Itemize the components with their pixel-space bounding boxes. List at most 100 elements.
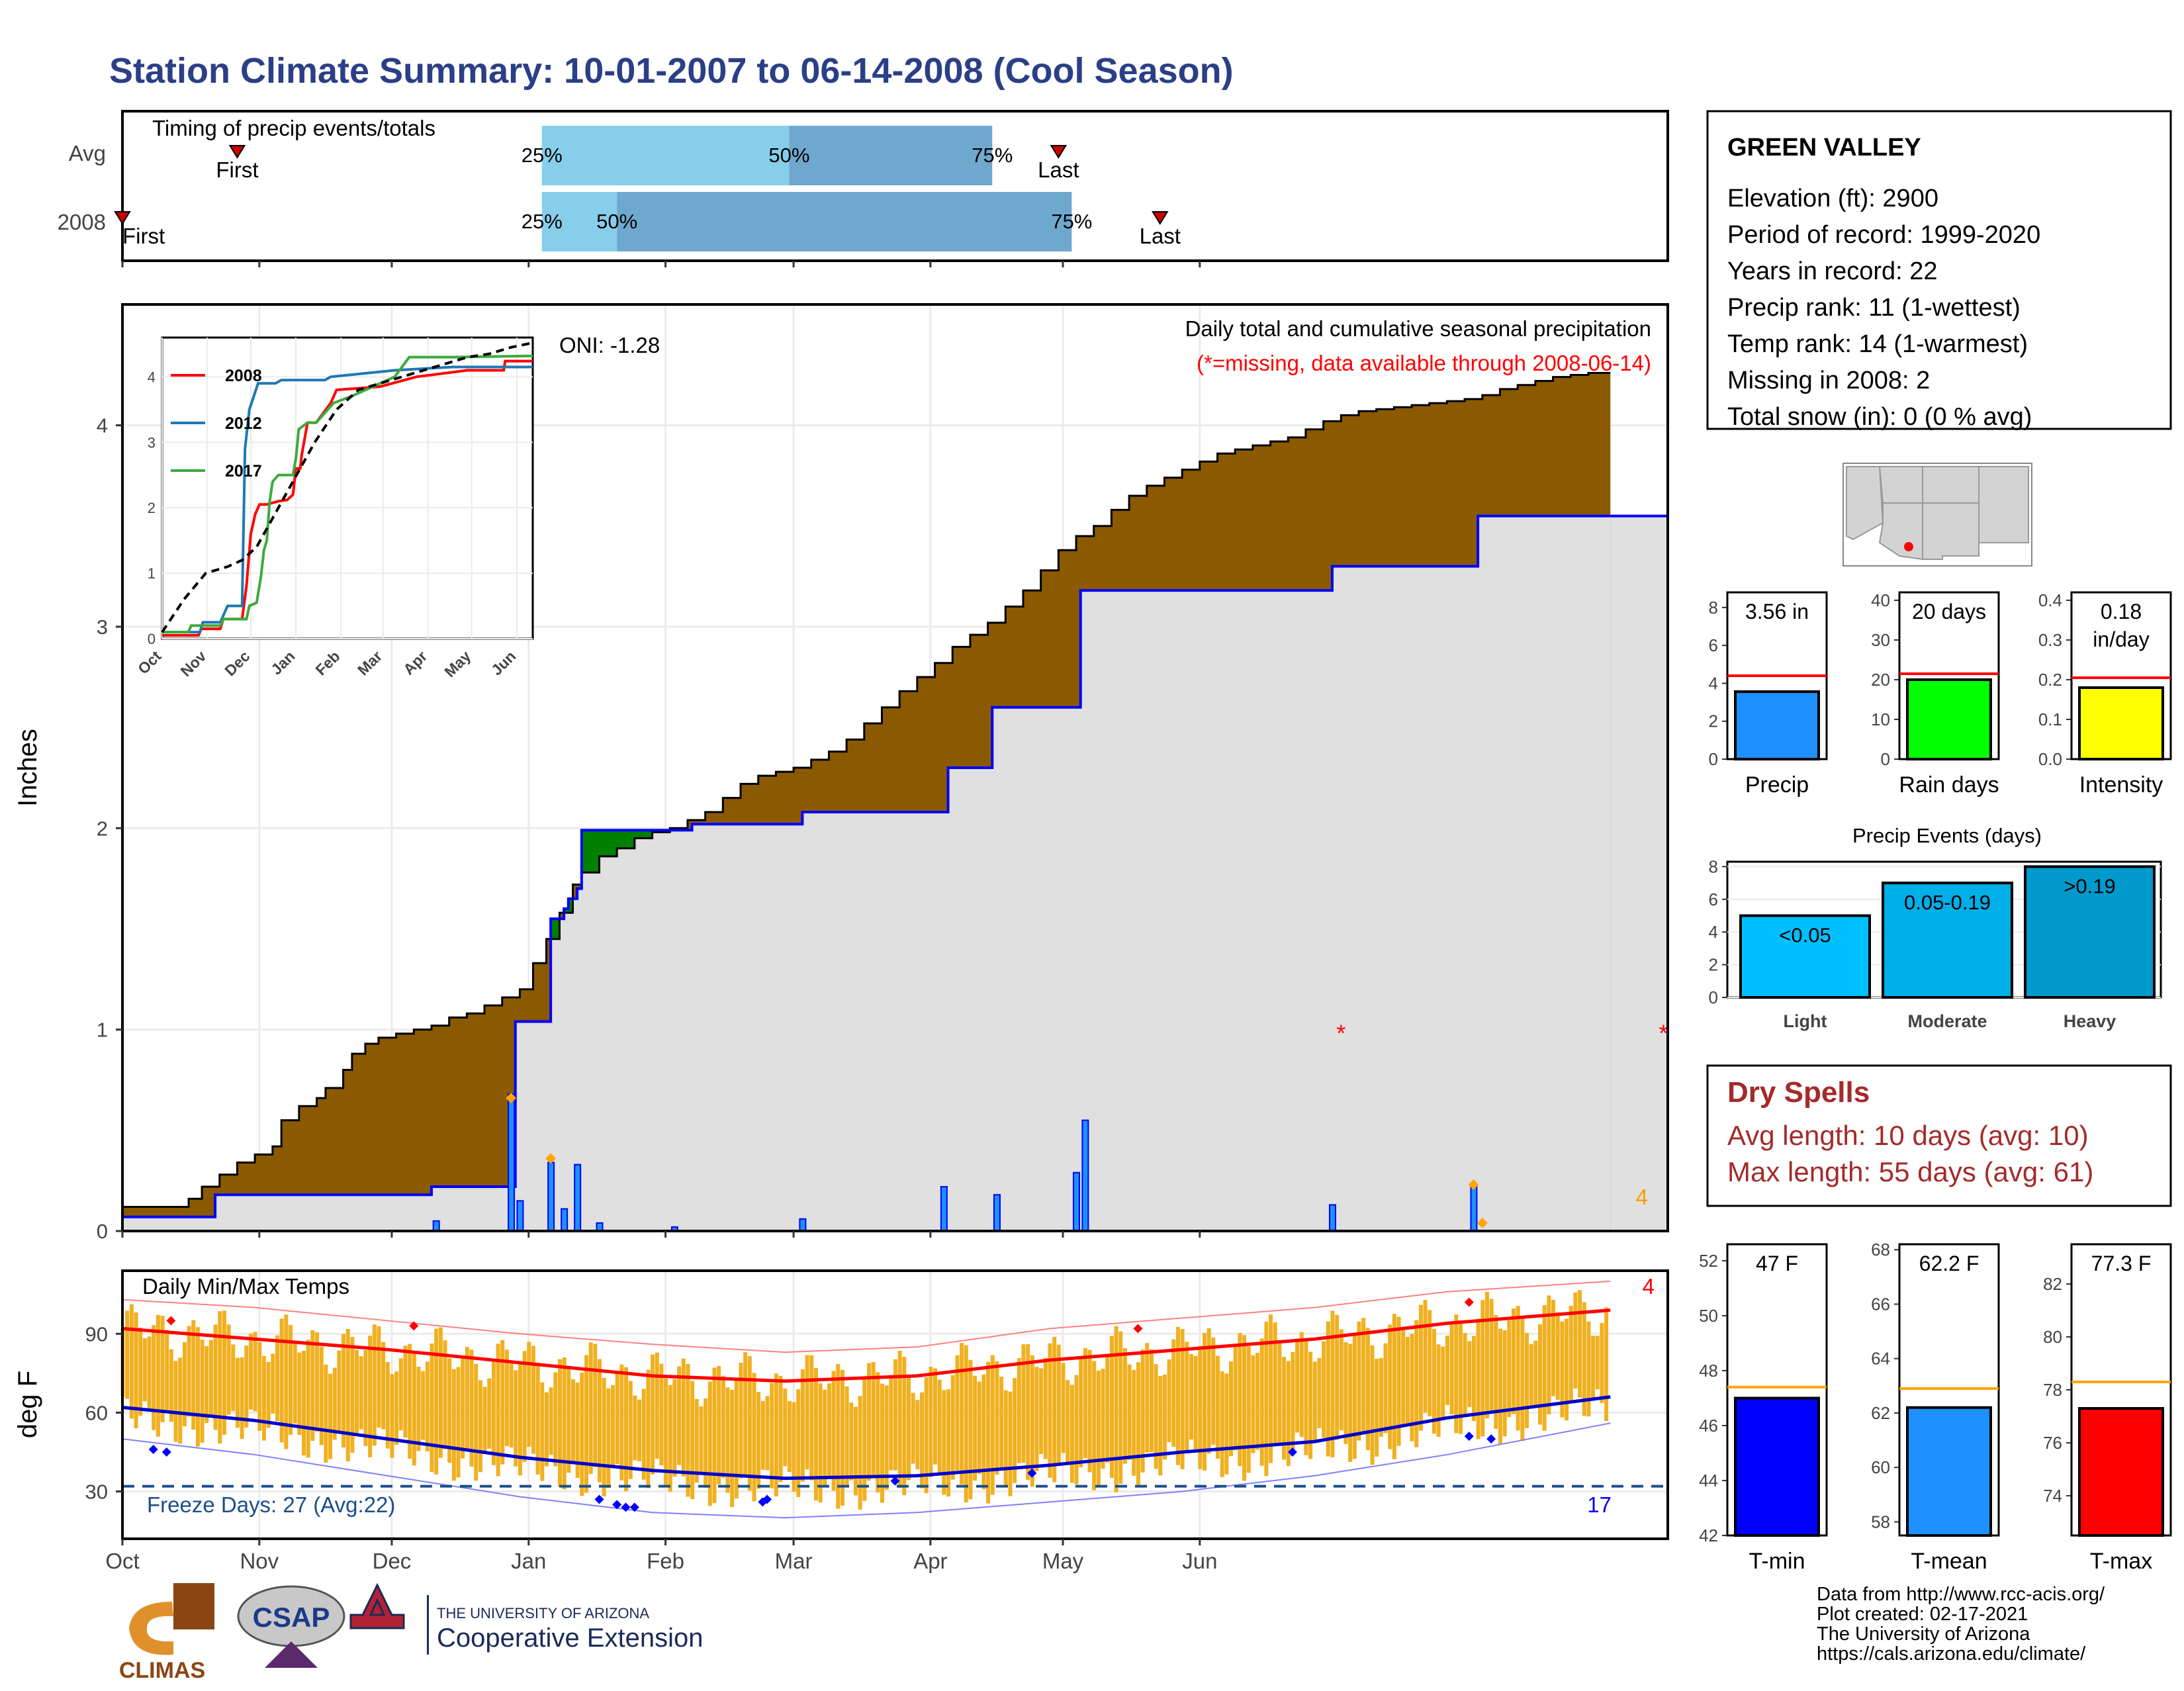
temps-record-low-line [122,1422,1611,1519]
daily-temp-bar [195,1327,200,1447]
climas-c-shape [129,1602,173,1655]
record-low-point [621,1502,631,1512]
daily-temp-bar [1238,1332,1242,1467]
daily-temp-bar [999,1377,1004,1471]
temps-ytick-label: 90 [85,1322,108,1346]
timing-row-2008: 2008 [58,210,106,234]
mini-label: Intensity [2079,772,2163,798]
mini-ytick-label: 10 [1871,709,1890,729]
daily-temp-bar [129,1304,134,1419]
mini-ytick-label: 0 [1709,749,1718,769]
record-low-point [594,1494,604,1504]
daily-temp-bar [350,1336,355,1453]
daily-temp-bar [611,1385,615,1468]
daily-temp-bar [522,1351,527,1462]
daily-temp-bar [823,1389,827,1486]
daily-temp-bar [403,1346,408,1438]
timing-pct-label: 75% [972,144,1013,167]
events-ytick-label: 6 [1709,890,1718,909]
daily-temp-bar [1423,1300,1428,1413]
daily-temp-bar [156,1314,160,1437]
daily-temp-bar [1432,1329,1436,1434]
daily-temp-bar [1013,1378,1017,1483]
mini-value-text: 47 F [1756,1252,1798,1275]
daily-temp-bar [858,1396,862,1510]
precip-ylabel: Inches [13,729,42,807]
daily-temp-bar [1061,1363,1066,1453]
mini-value-unit: in/day [2093,627,2149,651]
mini-value-bar [2078,686,2164,760]
daily-temp-bar [1069,1385,1074,1483]
daily-temp-bar [443,1340,447,1449]
daily-temp-bar [633,1395,637,1461]
daily-temp-bar [434,1328,439,1475]
daily-temp-bar [451,1369,456,1481]
daily-temp-bar [284,1314,289,1449]
daily-temp-bar [1175,1326,1180,1465]
daily-temp-bar [1383,1343,1388,1434]
daily-temp-bar [504,1349,509,1446]
ua-top-text: THE UNIVERSITY OF ARIZONA [437,1605,649,1622]
daily-temp-bar [805,1355,809,1470]
record-low-point [629,1502,639,1512]
month-axis: Oct Nov Dec Jan Feb Mar Apr May Jun [105,1539,1217,1573]
daily-precip-bar [547,1162,555,1232]
daily-temp-bar [421,1371,426,1440]
precip-frame [121,303,1669,1232]
daily-temp-bar [1551,1299,1556,1396]
daily-temp-bar [1132,1369,1136,1476]
daily-temp-bar [1109,1336,1114,1479]
daily-temp-bar [315,1332,320,1432]
daily-temp-bar [1516,1306,1520,1431]
record-low-point [890,1476,900,1486]
daily-temp-bar [893,1359,897,1471]
precip-ytick-label: 2 [97,817,108,840]
daily-temp-bar [1436,1344,1441,1437]
daily-temp-bar [1127,1364,1132,1460]
daily-temp-bar [602,1377,606,1496]
daily-temp-bar [575,1383,580,1479]
daily-temp-bar [491,1359,496,1465]
timing-label: Timing of precip events/totals [152,116,435,140]
mini-label: T-max [2090,1549,2152,1574]
daily-temp-bar [699,1406,704,1474]
daily-temp-bar [332,1367,337,1440]
daily-temp-bar [880,1383,884,1503]
daily-temp-bar [1458,1320,1463,1434]
month-label-Dec: Dec [373,1549,412,1573]
daily-temp-bar [717,1366,721,1485]
daily-temp-bar [1079,1359,1083,1467]
record-high-point [409,1321,419,1331]
daily-temp-bar [1326,1321,1330,1457]
mini-value-bar [1734,1396,1820,1537]
daily-temp-bar [1396,1316,1401,1446]
timing-pct-label: 25% [522,144,563,167]
daily-temp-bar [1375,1358,1379,1457]
inset-ytick-label: 0 [148,631,156,647]
daily-temp-bar [279,1318,284,1443]
mini-label: Precip [1745,772,1809,798]
month-label-Apr: Apr [913,1549,947,1573]
daily-temp-bar [1021,1344,1026,1463]
daily-temp-bar [734,1379,739,1499]
daily-temp-bar [261,1355,266,1441]
mini-label: Rain days [1899,772,1999,798]
month-label-May: May [1042,1549,1084,1573]
temps-count-hi: 4 [1643,1274,1655,1299]
map-california [1846,466,1884,541]
daily-precip-bar [1328,1204,1336,1232]
dry-line-1: Avg length: 10 days (avg: 10) [1727,1120,2089,1151]
daily-temp-bar [1122,1348,1127,1464]
daily-temp-bar [1335,1314,1340,1440]
daily-temp-bar [531,1346,535,1454]
locator-map [1843,463,2032,567]
daily-temp-bar [770,1383,774,1488]
inset-frame [161,336,534,640]
inset-line-average [161,341,533,633]
timing-panel: 25% 50% 75% First Last 25% 50% 75% First Last Tim… [58,110,1669,267]
record-low-point [161,1447,171,1457]
daily-temp-bar [306,1340,310,1458]
daily-temp-bar [615,1373,619,1465]
daily-temp-bar [796,1389,801,1498]
daily-temp-bar [359,1356,363,1430]
